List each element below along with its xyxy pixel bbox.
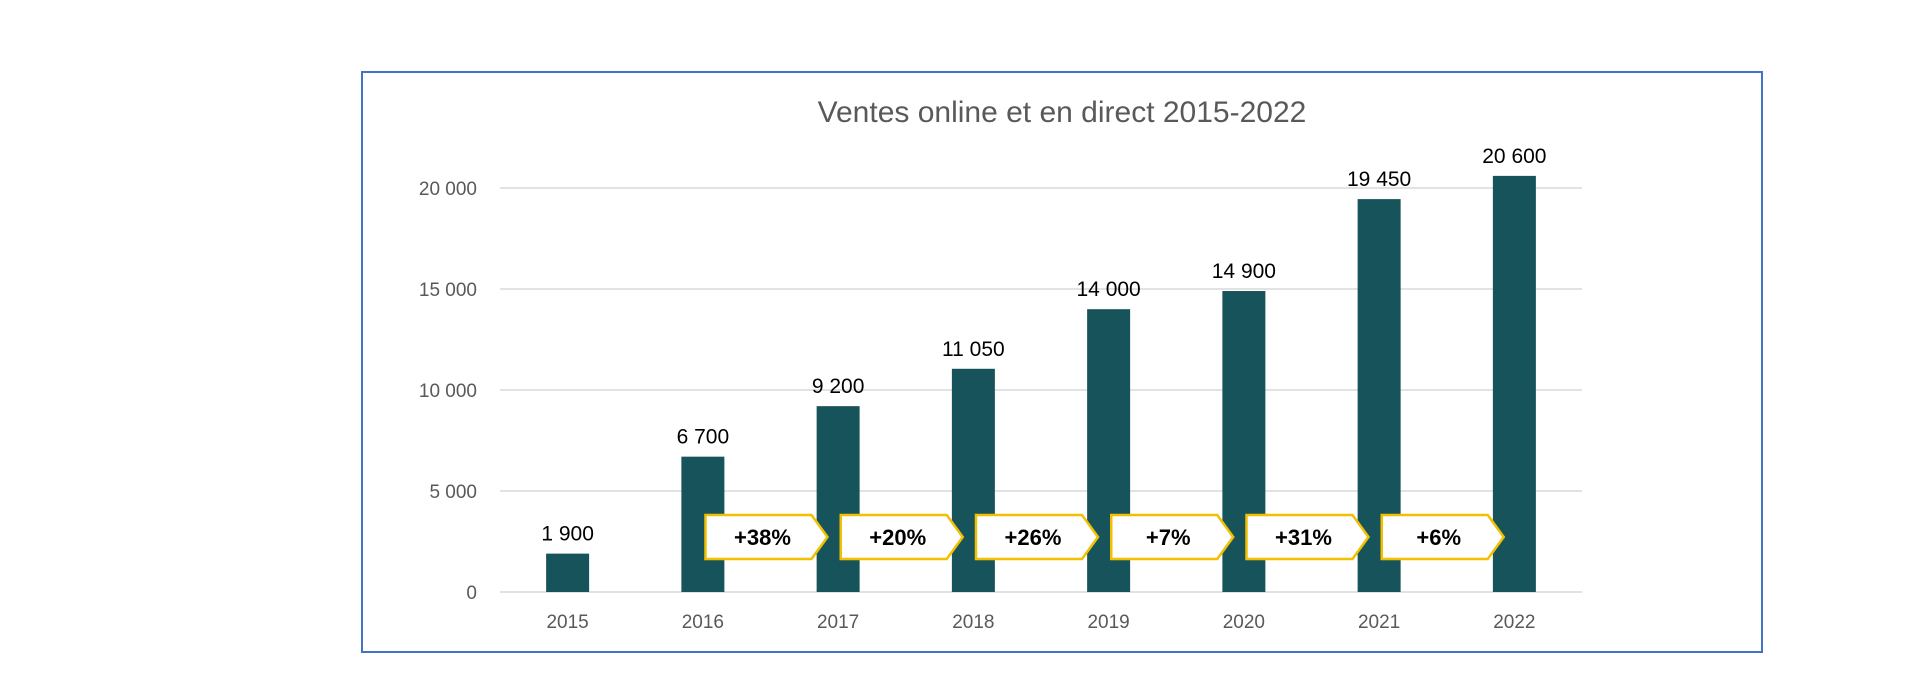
bar bbox=[816, 406, 860, 592]
x-tick-label: 2018 bbox=[952, 612, 994, 633]
growth-callout-box bbox=[839, 513, 965, 561]
data-label: 20 600 bbox=[1482, 145, 1546, 168]
growth-callout-box bbox=[1110, 513, 1235, 561]
growth-callouts: +38% +20% +26% +7% +31% +6% bbox=[704, 513, 1506, 561]
y-tick-label: 5 000 bbox=[429, 482, 477, 503]
growth-callout-label: +31% bbox=[1275, 525, 1332, 550]
data-label: 1 900 bbox=[541, 523, 594, 546]
x-axis-ticks: 2015 2016 2017 2018 2019 2020 2021 2022 bbox=[546, 612, 1535, 633]
data-label: 14 900 bbox=[1212, 260, 1276, 283]
bar bbox=[546, 553, 590, 592]
y-tick-label: 10 000 bbox=[419, 381, 477, 402]
y-axis-ticks: 0 5 000 10 000 15 000 20 000 bbox=[419, 179, 477, 604]
growth-callout-label: +6% bbox=[1416, 525, 1461, 550]
data-label: 6 700 bbox=[677, 426, 730, 449]
x-tick-label: 2022 bbox=[1493, 612, 1535, 633]
chart-title: Ventes online et en direct 2015-2022 bbox=[818, 96, 1307, 129]
data-label: 14 000 bbox=[1077, 278, 1141, 301]
data-label: 19 450 bbox=[1347, 168, 1411, 191]
gridlines bbox=[500, 187, 1582, 593]
x-tick-label: 2015 bbox=[546, 612, 588, 633]
x-tick-label: 2021 bbox=[1358, 612, 1400, 633]
growth-callout-label: +20% bbox=[869, 525, 926, 550]
y-tick-label: 20 000 bbox=[419, 179, 477, 200]
x-tick-label: 2017 bbox=[817, 612, 859, 633]
growth-callout-label: +38% bbox=[734, 525, 791, 550]
y-tick-label: 0 bbox=[466, 583, 477, 604]
bar bbox=[1492, 175, 1536, 592]
growth-callout-label: +26% bbox=[1005, 525, 1062, 550]
x-tick-label: 2020 bbox=[1223, 612, 1265, 633]
data-labels: 1 900 6 700 9 200 11 050 14 000 14 900 19 450 2… bbox=[541, 145, 1546, 546]
growth-callout-box bbox=[974, 513, 1100, 561]
data-label: 9 200 bbox=[812, 375, 865, 398]
x-tick-label: 2019 bbox=[1087, 612, 1129, 633]
growth-callout-box bbox=[1380, 513, 1506, 561]
growth-callout-box bbox=[704, 513, 830, 561]
growth-callout-box bbox=[1245, 513, 1371, 561]
x-tick-label: 2016 bbox=[682, 612, 724, 633]
data-label: 11 050 bbox=[942, 338, 1005, 361]
growth-callout-label: +7% bbox=[1146, 525, 1191, 550]
y-tick-label: 15 000 bbox=[419, 280, 477, 301]
